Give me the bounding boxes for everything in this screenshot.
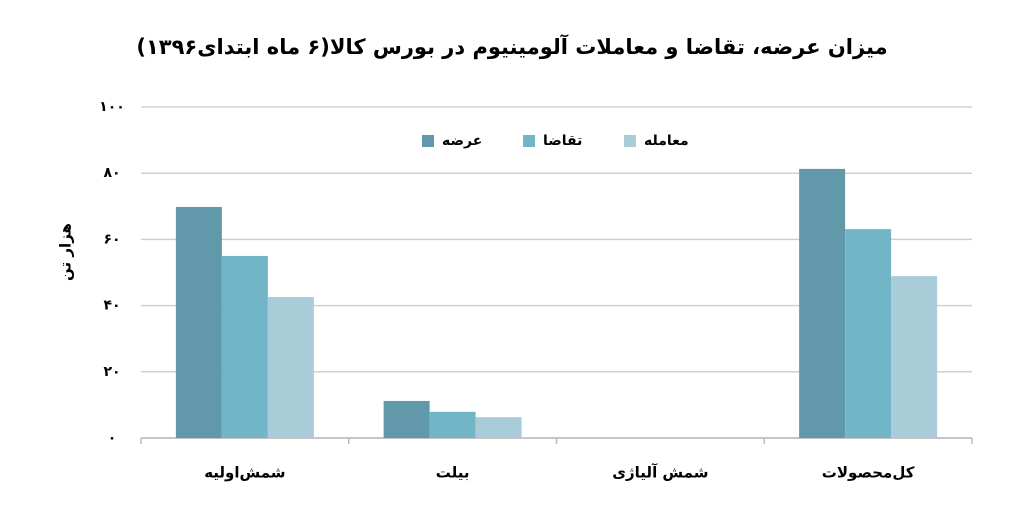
bar bbox=[267, 296, 314, 438]
y-tick-label: ۸۰ bbox=[103, 165, 120, 181]
bar bbox=[383, 400, 430, 438]
x-tick-label: بیلت bbox=[436, 464, 470, 482]
bar bbox=[175, 206, 222, 438]
legend-swatch bbox=[523, 135, 535, 147]
bar bbox=[221, 255, 268, 438]
bar bbox=[475, 417, 522, 438]
bar bbox=[799, 168, 846, 438]
chart-title: میزان عرضه، تقاضا و معاملات آلومینیوم در… bbox=[136, 34, 887, 59]
x-tick-label: شمش‌اولیه bbox=[204, 464, 285, 482]
y-tick-label: ۶۰ bbox=[103, 231, 120, 247]
x-tick-label: شمش آلیاژی bbox=[612, 464, 708, 482]
y-tick-label: ۰ bbox=[108, 430, 117, 446]
legend-label: معامله bbox=[644, 133, 689, 149]
bar bbox=[891, 276, 938, 438]
legend-swatch bbox=[624, 135, 636, 147]
x-tick-label: کل‌محصولات bbox=[822, 464, 915, 482]
legend-label: تقاضا bbox=[543, 133, 582, 149]
legend-label: عرضه bbox=[442, 133, 482, 149]
y-tick-label: ۲۰ bbox=[103, 364, 120, 380]
y-tick-label: ۴۰ bbox=[103, 298, 120, 314]
y-tick-label: ۱۰۰ bbox=[99, 99, 125, 115]
y-axis-label: هزار تن bbox=[57, 223, 75, 281]
bar bbox=[845, 229, 892, 438]
bar bbox=[429, 411, 476, 438]
legend-swatch bbox=[422, 135, 434, 147]
